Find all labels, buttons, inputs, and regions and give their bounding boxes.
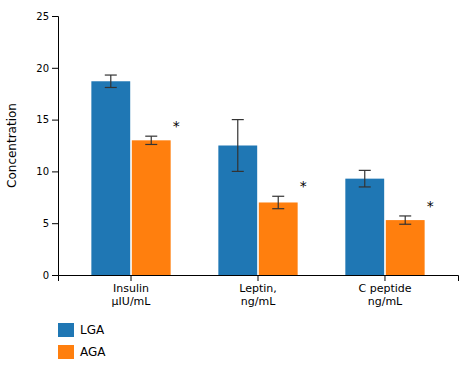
error-cap <box>145 144 157 145</box>
y-tick-mark <box>52 275 58 276</box>
y-axis-line <box>52 17 59 276</box>
y-tick: 20 <box>36 63 58 74</box>
legend: LGA AGA <box>58 323 106 359</box>
y-tick: 0 <box>43 270 58 281</box>
error-cap <box>272 208 284 209</box>
series <box>91 75 384 275</box>
y-tick-label: 0 <box>43 270 49 281</box>
error-line <box>278 196 279 208</box>
error-bar <box>399 216 411 224</box>
x-axis-line <box>59 276 459 282</box>
legend-item: AGA <box>58 345 106 359</box>
x-tick-label: InsulinμIU/mL <box>112 282 152 308</box>
error-cap <box>232 119 244 120</box>
y-axis: 0 5 10 15 20 25 <box>36 11 58 281</box>
y-tick-label: 20 <box>36 63 49 74</box>
error-line <box>151 136 152 144</box>
y-tick-label: 15 <box>36 114 49 125</box>
error-bar <box>145 136 157 144</box>
x-tick-label: Leptin,ng/mL <box>239 282 277 308</box>
error-cap <box>399 224 411 225</box>
error-cap <box>145 136 157 137</box>
error-cap <box>359 186 371 187</box>
error-cap <box>232 171 244 172</box>
y-axis-title: Concentration <box>5 103 19 188</box>
error-bar <box>105 75 117 87</box>
y-tick: 15 <box>36 114 58 125</box>
error-line <box>405 216 406 224</box>
bar <box>91 81 130 275</box>
error-bar <box>232 120 244 172</box>
x-tick: Leptin,ng/mL <box>239 275 277 308</box>
y-tick-mark <box>52 68 58 69</box>
legend-swatch <box>58 323 74 337</box>
y-tick: 5 <box>43 218 58 229</box>
bar <box>259 202 298 275</box>
annotations: * * * <box>173 118 434 214</box>
error-cap <box>399 215 411 216</box>
error-cap <box>359 170 371 171</box>
y-tick: 25 <box>36 11 58 22</box>
x-tick: C peptideng/mL <box>358 275 411 308</box>
y-tick-mark <box>52 16 58 17</box>
chart: 0 5 10 15 20 25 InsulinμIU/mL Leptin,ng/mL C pep… <box>0 0 474 387</box>
y-tick-mark <box>52 171 58 172</box>
x-tick: InsulinμIU/mL <box>112 275 152 308</box>
y-tick-mark <box>52 223 58 224</box>
error-cap <box>272 196 284 197</box>
plot: 0 5 10 15 20 25 InsulinμIU/mL Leptin,ng/mL C pep… <box>5 11 459 360</box>
annotation: * <box>427 198 434 214</box>
bar <box>345 179 384 275</box>
x-tick-mark <box>384 275 385 281</box>
y-tick-label: 25 <box>36 11 49 22</box>
y-tick: 10 <box>36 166 58 177</box>
legend-item: LGA <box>58 323 105 337</box>
y-tick-label: 10 <box>36 166 49 177</box>
x-tick-label: C peptideng/mL <box>358 282 411 308</box>
bar <box>132 140 171 275</box>
annotation: * <box>300 178 307 194</box>
legend-label: AGA <box>80 345 106 359</box>
y-tick-label: 5 <box>43 218 49 229</box>
error-bar <box>359 170 371 187</box>
legend-label: LGA <box>80 323 105 337</box>
legend-swatch <box>58 345 74 359</box>
x-axis: InsulinμIU/mL Leptin,ng/mL C peptideng/mL <box>59 275 459 308</box>
error-cap <box>105 87 117 88</box>
error-line <box>364 170 365 187</box>
bar <box>386 220 425 275</box>
annotation: * <box>173 118 180 134</box>
x-tick-mark <box>258 275 259 281</box>
series <box>132 136 425 275</box>
error-line <box>237 120 238 172</box>
error-bar <box>272 196 284 208</box>
error-line <box>110 75 111 87</box>
x-tick-mark <box>131 275 132 281</box>
error-cap <box>105 74 117 75</box>
y-tick-mark <box>52 120 58 121</box>
marks <box>91 75 424 275</box>
